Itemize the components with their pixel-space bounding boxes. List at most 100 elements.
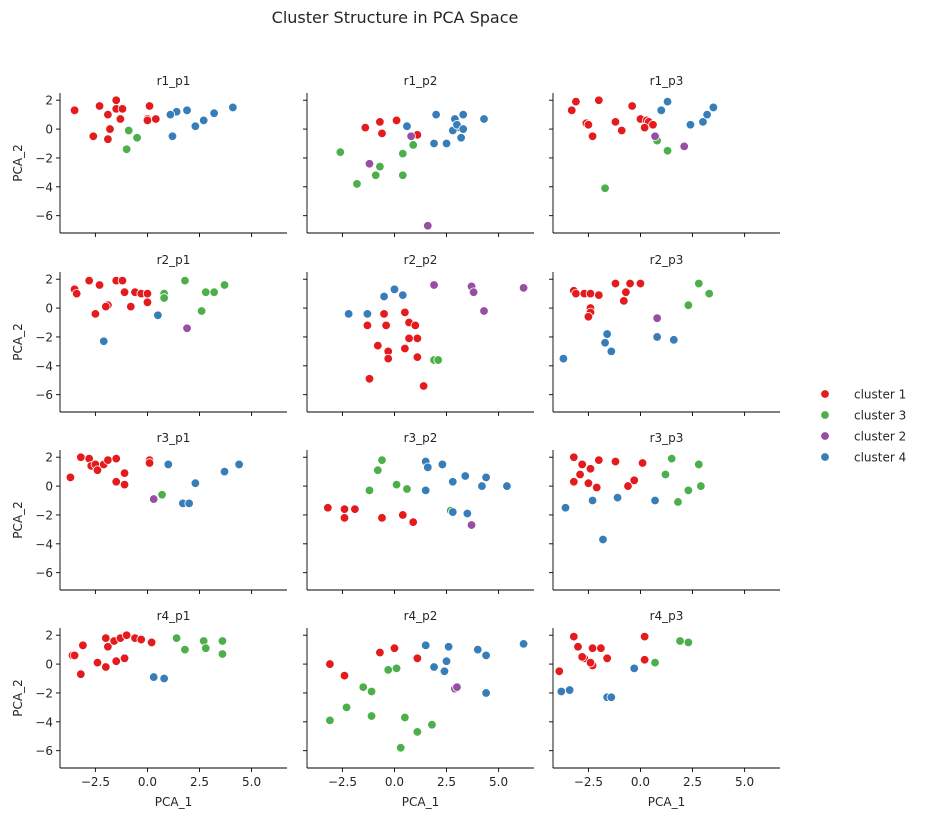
- point-cluster-4: [456, 133, 466, 143]
- point-cluster-3: [427, 720, 437, 730]
- point-cluster-1: [567, 105, 577, 116]
- point-cluster-4: [398, 290, 408, 300]
- point-cluster-4: [458, 124, 468, 134]
- point-cluster-1: [398, 510, 408, 520]
- point-cluster-1: [117, 104, 128, 114]
- point-cluster-1: [610, 456, 621, 467]
- x-tick-label: 0.0: [631, 775, 650, 789]
- point-cluster-1: [65, 472, 76, 483]
- point-cluster-1: [623, 481, 633, 491]
- point-cluster-1: [583, 120, 594, 130]
- y-tick-label: 0: [45, 480, 53, 494]
- point-cluster-3: [180, 275, 190, 286]
- point-cluster-3: [412, 727, 423, 737]
- point-cluster-1: [94, 280, 105, 290]
- point-cluster-4: [481, 650, 491, 661]
- point-cluster-1: [383, 353, 393, 364]
- point-cluster-1: [92, 465, 103, 475]
- point-cluster-4: [479, 114, 489, 124]
- panel-r2_p1: r2_p1 2 0 −2 −4 −6 PCA_2: [11, 253, 287, 416]
- point-cluster-4: [448, 507, 458, 517]
- point-cluster-1: [408, 517, 418, 527]
- point-cluster-1: [146, 637, 157, 648]
- point-cluster-3: [400, 712, 410, 723]
- point-cluster-1: [350, 504, 360, 514]
- point-cluster-2: [452, 682, 462, 692]
- point-cluster-4: [441, 138, 452, 149]
- point-cluster-1: [389, 643, 400, 653]
- point-cluster-4: [343, 309, 354, 319]
- facet-grid: r1_p1 2 0 −2 −4 −6 PCA_2 r1_p2 r1_p3 r2_p1 2 0 −2 −4 −…: [11, 74, 780, 809]
- point-cluster-4: [629, 663, 639, 674]
- point-cluster-3: [391, 663, 402, 674]
- point-cluster-3: [124, 125, 134, 136]
- point-cluster-1: [101, 301, 111, 312]
- point-cluster-1: [101, 633, 111, 643]
- point-cluster-3: [201, 287, 211, 297]
- point-cluster-1: [569, 631, 579, 642]
- point-cluster-3: [159, 293, 169, 303]
- point-cluster-1: [583, 478, 594, 488]
- panel-r1_p2: r1_p2: [303, 74, 534, 237]
- point-cluster-1: [569, 477, 579, 487]
- point-cluster-3: [683, 485, 694, 496]
- point-cluster-1: [619, 296, 629, 306]
- point-cluster-4: [518, 639, 529, 649]
- point-cluster-1: [103, 134, 113, 144]
- point-cluster-3: [673, 497, 683, 507]
- point-cluster-3: [325, 715, 335, 726]
- point-cluster-3: [219, 280, 230, 290]
- point-cluster-4: [379, 291, 389, 302]
- y-tick-label: 0: [45, 658, 53, 672]
- x-axis-label: PCA_1: [155, 795, 192, 809]
- point-cluster-1: [69, 105, 80, 116]
- point-cluster-1: [639, 655, 650, 665]
- point-cluster-3: [650, 657, 660, 668]
- point-cluster-3: [373, 465, 383, 475]
- x-tick-label: 5.0: [489, 775, 508, 789]
- point-cluster-1: [103, 642, 113, 652]
- point-cluster-2: [518, 283, 529, 293]
- point-cluster-1: [554, 666, 564, 676]
- point-cluster-1: [412, 653, 423, 664]
- point-cluster-4: [439, 666, 450, 676]
- point-cluster-2: [182, 323, 192, 333]
- legend-marker: [820, 431, 830, 441]
- point-cluster-2: [149, 494, 159, 504]
- point-cluster-1: [117, 275, 128, 286]
- point-cluster-1: [617, 125, 627, 136]
- point-cluster-4: [159, 673, 169, 684]
- point-cluster-3: [358, 682, 368, 692]
- point-cluster-4: [165, 109, 176, 120]
- point-cluster-1: [639, 122, 650, 133]
- point-cluster-3: [217, 649, 228, 659]
- point-cluster-4: [99, 336, 109, 346]
- point-cluster-3: [600, 183, 610, 193]
- point-cluster-1: [144, 101, 155, 111]
- point-cluster-1: [88, 131, 99, 141]
- point-cluster-3: [335, 147, 346, 157]
- point-cluster-1: [594, 290, 604, 300]
- point-cluster-3: [341, 702, 352, 713]
- y-axis-label: PCA_2: [11, 501, 25, 538]
- x-tick-label: −2.5: [328, 775, 357, 789]
- point-cluster-4: [481, 688, 491, 698]
- panel-r2_p3: r2_p3: [549, 253, 780, 416]
- point-cluster-4: [421, 485, 431, 496]
- point-cluster-1: [585, 657, 596, 668]
- point-cluster-1: [625, 278, 635, 289]
- point-cluster-2: [468, 287, 479, 297]
- y-tick-label: −6: [35, 744, 53, 758]
- point-cluster-4: [477, 481, 487, 491]
- point-cluster-1: [111, 477, 121, 487]
- point-cluster-4: [184, 498, 194, 509]
- point-cluster-1: [629, 475, 639, 486]
- point-cluster-4: [190, 121, 201, 131]
- point-cluster-3: [201, 643, 211, 653]
- point-cluster-4: [558, 353, 569, 364]
- point-cluster-4: [606, 346, 617, 357]
- point-cluster-4: [662, 96, 673, 107]
- point-cluster-1: [119, 479, 130, 490]
- point-cluster-2: [679, 141, 689, 152]
- point-cluster-2: [479, 306, 489, 316]
